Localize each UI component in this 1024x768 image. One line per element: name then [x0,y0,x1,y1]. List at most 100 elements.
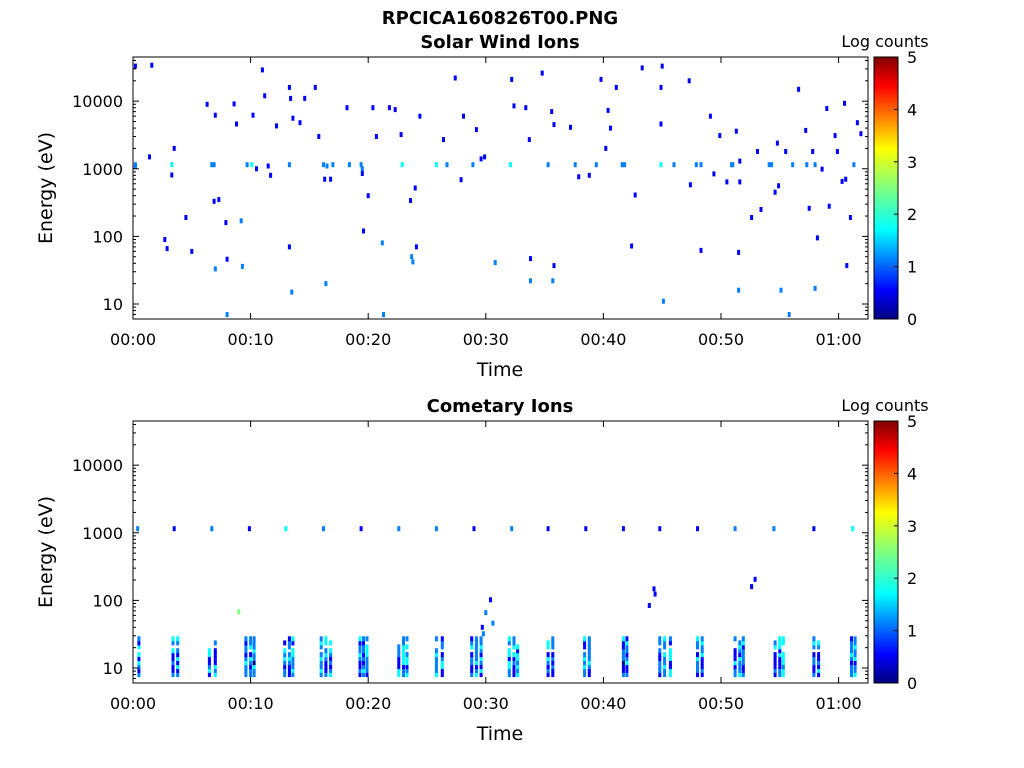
data-cell [546,667,550,673]
data-cell [287,644,291,650]
data-cell [283,672,287,678]
data-cell [633,192,637,198]
data-cell [324,652,328,658]
data-cell [213,660,217,666]
data-cell [472,526,476,532]
x-tick-label: 01:00 [816,694,862,713]
data-cell [252,664,256,670]
data-cell [239,218,243,224]
data-cell [365,667,369,673]
data-cell [402,652,405,658]
data-cell [358,636,362,642]
data-cell [137,660,141,666]
data-cell [362,640,365,646]
data-cell [319,667,323,673]
data-cell [552,263,556,269]
data-cell [440,660,444,666]
data-cell [773,640,777,646]
data-cell [171,636,175,642]
data-cell [659,84,663,90]
data-cell [668,648,672,654]
y-axis-label: Energy (eV) [35,132,57,244]
colorbar [873,420,899,684]
data-cell [661,298,665,304]
data-cell [516,644,520,650]
data-cell [176,664,180,670]
data-cell [249,672,253,678]
data-cell [516,652,520,658]
data-cell [625,652,629,658]
data-cell [668,656,672,661]
data-cell [474,644,478,650]
data-cell [817,672,821,678]
data-cell [176,652,180,658]
data-cell [362,648,365,654]
data-cell [291,667,295,673]
data-cell [137,667,141,673]
data-cell [283,648,287,654]
data-cell [493,260,497,266]
data-cell [250,162,254,168]
data-cell [587,656,591,661]
data-cell [434,660,438,666]
data-cell [741,640,745,646]
data-cell [827,203,831,209]
data-cell [283,656,287,661]
data-cell [512,664,516,670]
data-cell [620,162,624,168]
data-cell [445,162,449,168]
data-cell [625,636,629,642]
data-cell [781,660,785,666]
data-cell [329,660,333,666]
data-cell [479,667,483,673]
x-axis: 00:00 00:10 00:20 00:30 00:40 00:50 01:00 [110,421,862,713]
data-cell [413,185,417,191]
data-cell [738,656,742,661]
data-cell [291,656,295,661]
data-cell [405,656,409,661]
data-cell [647,603,651,608]
data-cell [812,636,816,642]
data-cell [621,652,625,658]
data-cell [587,667,591,673]
data-cell [324,660,328,666]
data-cell [217,197,221,203]
data-cell [507,664,511,670]
data-cell [244,660,248,666]
data-cell [573,162,577,168]
data-cell [738,672,742,678]
data-cell [668,652,672,658]
data-cell [733,672,737,678]
x-tick-label: 00:20 [345,330,391,349]
data-cell [224,220,228,226]
data-cell [171,652,175,658]
data-cell [652,586,656,592]
data-cell [287,660,291,666]
data-cell [658,672,662,678]
colorbar-label: Log counts [841,32,928,51]
data-cell [440,656,444,661]
data-cell [708,113,712,119]
data-cell [440,640,444,646]
data-cell [481,631,485,637]
data-cell [397,672,401,678]
data-cell [397,652,401,658]
data-cell [640,65,644,71]
data-cell [360,171,364,176]
data-cell [850,652,853,658]
data-cell [587,648,591,654]
data-cell [812,656,816,661]
data-cell [359,526,363,532]
data-cell [700,660,704,666]
data-cell [244,656,248,661]
data-cell [207,648,211,654]
data-cell [137,672,141,678]
data-cell [546,644,550,650]
data-cell [779,287,783,293]
x-axis: 00:00 00:10 00:20 00:30 00:40 00:50 01:00 [110,57,862,349]
data-cell [820,166,824,172]
x-tick-label: 00:00 [110,330,156,349]
data-cell [291,672,295,678]
data-cell [773,652,777,658]
data-cell [170,162,174,168]
